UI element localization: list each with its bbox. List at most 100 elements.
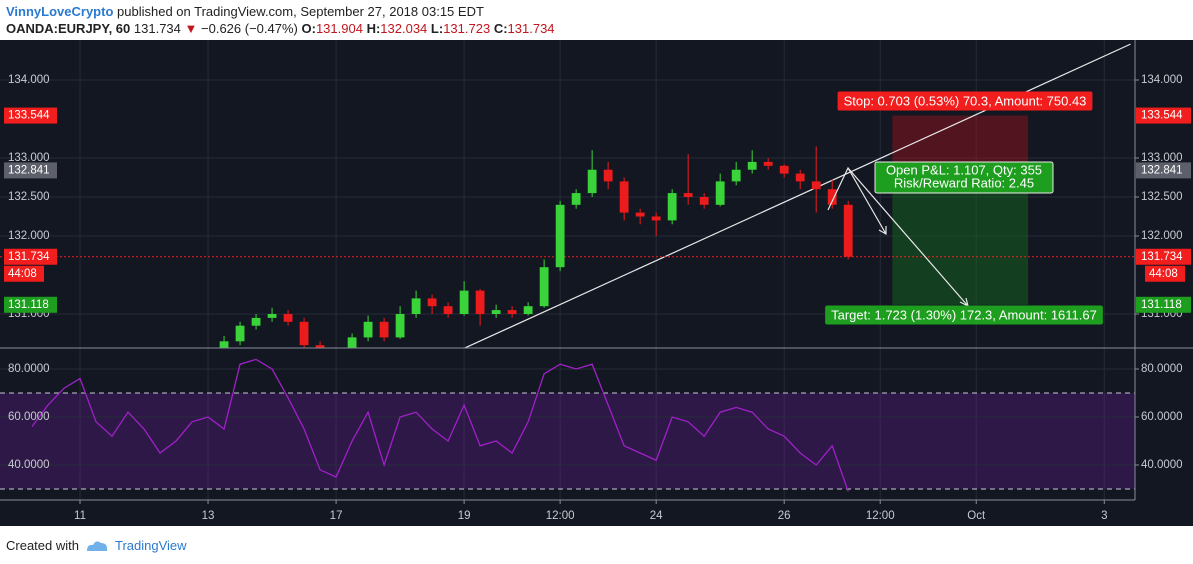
y-tick-label: 133.000 bbox=[1141, 152, 1183, 164]
entry-price: 132.841 bbox=[1141, 164, 1183, 176]
last: 131.734 bbox=[133, 21, 181, 36]
rsi-band bbox=[0, 393, 1135, 490]
footer: Created with TradingView bbox=[6, 538, 187, 553]
y-tick-label-left: 132.000 bbox=[8, 230, 50, 242]
candle-body bbox=[779, 165, 789, 174]
candle-body bbox=[587, 169, 597, 194]
candle-body bbox=[555, 204, 565, 268]
author[interactable]: VinnyLoveCrypto bbox=[6, 4, 114, 19]
candle-body bbox=[427, 298, 437, 307]
stop-label: Stop: 0.703 (0.53%) 70.3, Amount: 750.43 bbox=[844, 93, 1087, 108]
rsi-tick-label: 80.0000 bbox=[1141, 363, 1183, 375]
x-tick-label: 24 bbox=[650, 510, 663, 522]
candle-body bbox=[491, 310, 501, 314]
candle-body bbox=[571, 193, 581, 205]
close: 131.734 bbox=[507, 21, 555, 36]
candle-body bbox=[715, 181, 725, 205]
y-tick-label: 134.000 bbox=[1141, 74, 1183, 86]
candle-body bbox=[795, 173, 805, 182]
y-tick-label: 132.000 bbox=[1141, 230, 1183, 242]
brand[interactable]: TradingView bbox=[114, 538, 187, 553]
candle-body bbox=[683, 193, 693, 198]
candle-body bbox=[411, 298, 421, 314]
c-label: C: bbox=[493, 21, 508, 36]
x-tick-label: 13 bbox=[202, 510, 215, 522]
candle-body bbox=[443, 306, 453, 314]
candle-body bbox=[811, 181, 821, 190]
candle-body bbox=[475, 290, 485, 314]
created-with: Created with bbox=[6, 538, 79, 553]
x-tick-label: 19 bbox=[458, 510, 471, 522]
x-tick-label: 12:00 bbox=[866, 510, 895, 522]
h-label: H: bbox=[366, 21, 381, 36]
open: 131.904 bbox=[315, 21, 363, 36]
entry-price-bg bbox=[1136, 162, 1191, 179]
tv-logo bbox=[86, 540, 108, 551]
low: 131.723 bbox=[443, 21, 491, 36]
stop-price-bg bbox=[1136, 107, 1191, 124]
entry-price: 132.841 bbox=[8, 164, 50, 176]
rsi-tick-label-left: 60.0000 bbox=[8, 411, 50, 423]
stop-price-bg bbox=[4, 107, 57, 124]
rsi-tick-label: 40.0000 bbox=[1141, 459, 1183, 471]
down-arrow: ▼ bbox=[184, 21, 198, 36]
candle-body bbox=[267, 313, 277, 318]
candle-body bbox=[379, 321, 389, 338]
candle-body bbox=[603, 169, 613, 182]
background bbox=[0, 40, 1193, 526]
y-tick-label-left: 133.000 bbox=[8, 152, 50, 164]
stop-price: 133.544 bbox=[8, 110, 50, 122]
target-price-bg bbox=[4, 296, 57, 313]
candle-body bbox=[235, 325, 245, 342]
candle-body bbox=[843, 204, 853, 257]
candle-body bbox=[347, 337, 357, 348]
candle-body bbox=[395, 313, 405, 338]
candle-body bbox=[315, 345, 325, 348]
l-label: L: bbox=[430, 21, 444, 36]
last-price: 131.734 bbox=[8, 251, 50, 263]
candle-body bbox=[219, 341, 229, 348]
rsi-tick-label-left: 80.0000 bbox=[8, 363, 50, 375]
published: published on TradingView.com, September … bbox=[117, 4, 484, 19]
rsi-tick-label: 60.0000 bbox=[1141, 411, 1183, 423]
x-tick-label: 11 bbox=[74, 510, 86, 522]
countdown-left-bg bbox=[4, 265, 44, 282]
x-tick-label: 17 bbox=[330, 510, 343, 522]
candle-body bbox=[747, 161, 757, 170]
stop-price: 133.544 bbox=[1141, 110, 1183, 122]
target-price: 131.118 bbox=[8, 299, 49, 311]
header-line-1: VinnyLoveCrypto published on TradingView… bbox=[6, 3, 555, 20]
x-tick-label: 26 bbox=[778, 510, 791, 522]
pnl-label: Open P&L: 1.107, Qty: 355 bbox=[886, 162, 1042, 177]
x-tick-label: 12:00 bbox=[546, 510, 575, 522]
rsi-pane bbox=[0, 348, 1135, 500]
candle-body bbox=[363, 321, 373, 338]
countdown: 44:08 bbox=[1149, 268, 1178, 280]
target-label-box bbox=[825, 305, 1103, 325]
x-tick-label: Oct bbox=[967, 510, 986, 522]
candle-body bbox=[251, 317, 261, 326]
y-tick-label: 132.500 bbox=[1141, 191, 1183, 203]
stop-label-box bbox=[837, 91, 1093, 111]
candle-body bbox=[731, 169, 741, 182]
target-price: 131.118 bbox=[1141, 299, 1182, 311]
o-label: O: bbox=[301, 21, 316, 36]
header-line-2: OANDA:EURJPY, 60 131.734 ▼ −0.626 (−0.47… bbox=[6, 20, 555, 37]
rr-label: Risk/Reward Ratio: 2.45 bbox=[894, 175, 1034, 190]
candle-body bbox=[299, 321, 309, 346]
countdown-left: 44:08 bbox=[8, 268, 37, 280]
y-tick-label-left: 132.500 bbox=[8, 191, 50, 203]
candle-body bbox=[699, 197, 709, 205]
candle-body bbox=[523, 306, 533, 314]
candle-body bbox=[651, 216, 661, 221]
chart: 11 13 17 19 12:00 24 26 12:00 Oct 3131.000131.000… bbox=[0, 40, 1193, 526]
last-price: 131.734 bbox=[1141, 251, 1183, 263]
symbol: OANDA:EURJPY, 60 bbox=[6, 21, 131, 36]
target-label: Target: 1.723 (1.30%) 172.3, Amount: 161… bbox=[831, 307, 1097, 322]
last-price-bg bbox=[1136, 248, 1191, 265]
candle-body bbox=[507, 310, 517, 314]
candle-body bbox=[619, 181, 629, 213]
candle-body bbox=[539, 267, 549, 307]
x-tick-label: 3 bbox=[1101, 510, 1107, 522]
